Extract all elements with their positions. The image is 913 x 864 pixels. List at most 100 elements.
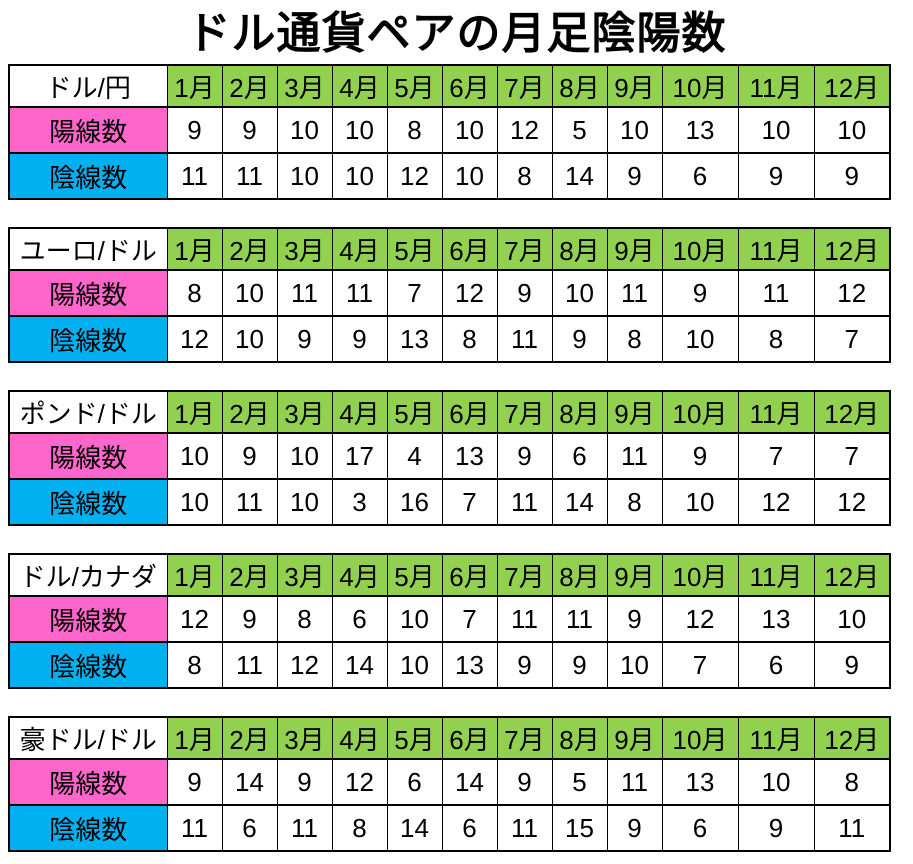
pair-table-usd-cad: ドル/カナダ 1月 2月 3月 4月 5月 6月 7月 8月 9月 10月 11月 12月 陽線数 12 9 8… — [8, 553, 891, 689]
count-cell: 8 — [166, 641, 223, 689]
count-cell: 10 — [737, 758, 815, 806]
count-cell: 9 — [813, 641, 891, 689]
month-header-cell: 3月 — [276, 716, 333, 760]
month-header-cell: 5月 — [386, 64, 443, 108]
bearish-count-row: 陰線数 11 6 11 8 14 6 11 15 9 6 9 11 — [8, 804, 891, 852]
count-cell: 11 — [166, 152, 223, 200]
count-cell: 11 — [331, 269, 388, 317]
bullish-count-row: 陽線数 10 9 10 17 4 13 9 6 11 9 7 7 — [8, 432, 891, 480]
month-header-cell: 11月 — [737, 227, 815, 271]
month-header-cell: 7月 — [496, 553, 553, 597]
month-header-cell: 8月 — [551, 227, 608, 271]
bearish-row-label: 陰線数 — [8, 315, 168, 363]
count-cell: 8 — [606, 478, 663, 526]
count-cell: 7 — [386, 269, 443, 317]
count-cell: 11 — [221, 478, 278, 526]
month-header-cell: 11月 — [737, 64, 815, 108]
count-cell: 6 — [661, 152, 739, 200]
count-cell: 10 — [331, 152, 388, 200]
month-header-cell: 9月 — [606, 227, 663, 271]
bearish-row-label: 陰線数 — [8, 478, 168, 526]
pair-name-cell: ユーロ/ドル — [8, 227, 168, 271]
count-cell: 6 — [737, 641, 815, 689]
count-cell: 6 — [331, 595, 388, 643]
count-cell: 12 — [813, 478, 891, 526]
bullish-count-row: 陽線数 9 9 10 10 8 10 12 5 10 13 10 10 — [8, 106, 891, 154]
count-cell: 9 — [221, 106, 278, 154]
count-cell: 9 — [331, 315, 388, 363]
count-cell: 9 — [737, 152, 815, 200]
month-header-cell: 11月 — [737, 553, 815, 597]
count-cell: 11 — [221, 152, 278, 200]
month-header-cell: 9月 — [606, 64, 663, 108]
count-cell: 7 — [813, 432, 891, 480]
month-header-cell: 1月 — [166, 64, 223, 108]
count-cell: 10 — [166, 478, 223, 526]
month-header-cell: 4月 — [331, 553, 388, 597]
count-cell: 11 — [496, 315, 553, 363]
count-cell: 12 — [386, 152, 443, 200]
month-header-cell: 11月 — [737, 716, 815, 760]
month-header-row: ユーロ/ドル 1月 2月 3月 4月 5月 6月 7月 8月 9月 10月 11月 12月 — [8, 227, 891, 271]
bullish-row-label: 陽線数 — [8, 269, 168, 317]
count-cell: 10 — [661, 315, 739, 363]
count-cell: 9 — [661, 269, 739, 317]
count-cell: 9 — [606, 152, 663, 200]
month-header-cell: 10月 — [661, 716, 739, 760]
count-cell: 9 — [166, 106, 223, 154]
page-title: ドル通貨ペアの月足陰陽数 — [186, 9, 727, 58]
month-header-cell: 2月 — [221, 390, 278, 434]
bullish-count-row: 陽線数 9 14 9 12 6 14 9 5 11 13 10 8 — [8, 758, 891, 806]
count-cell: 12 — [813, 269, 891, 317]
count-cell: 11 — [606, 432, 663, 480]
bearish-row-label: 陰線数 — [8, 152, 168, 200]
month-header-cell: 12月 — [813, 390, 891, 434]
count-cell: 12 — [441, 269, 498, 317]
count-cell: 8 — [441, 315, 498, 363]
month-header-cell: 3月 — [276, 227, 333, 271]
month-header-cell: 1月 — [166, 227, 223, 271]
month-header-cell: 5月 — [386, 716, 443, 760]
bearish-row-label: 陰線数 — [8, 641, 168, 689]
count-cell: 10 — [276, 432, 333, 480]
count-cell: 8 — [813, 758, 891, 806]
bearish-count-row: 陰線数 10 11 10 3 16 7 11 14 8 10 12 12 — [8, 478, 891, 526]
count-cell: 9 — [166, 758, 223, 806]
count-cell: 10 — [737, 106, 815, 154]
count-cell: 5 — [551, 758, 608, 806]
count-cell: 10 — [441, 106, 498, 154]
count-cell: 14 — [331, 641, 388, 689]
month-header-cell: 10月 — [661, 390, 739, 434]
count-cell: 7 — [441, 595, 498, 643]
pair-table-gbp-usd: ポンド/ドル 1月 2月 3月 4月 5月 6月 7月 8月 9月 10月 11月 12月 陽線数 10 9 1… — [8, 390, 891, 526]
count-cell: 17 — [331, 432, 388, 480]
month-header-cell: 2月 — [221, 716, 278, 760]
count-cell: 6 — [221, 804, 278, 852]
month-header-cell: 7月 — [496, 716, 553, 760]
month-header-cell: 8月 — [551, 553, 608, 597]
count-cell: 10 — [606, 106, 663, 154]
count-cell: 12 — [166, 595, 223, 643]
count-cell: 6 — [551, 432, 608, 480]
month-header-cell: 4月 — [331, 716, 388, 760]
month-header-cell: 4月 — [331, 390, 388, 434]
count-cell: 9 — [276, 315, 333, 363]
count-cell: 13 — [441, 432, 498, 480]
count-cell: 16 — [386, 478, 443, 526]
pair-name-cell: ドル/円 — [8, 64, 168, 108]
count-cell: 10 — [276, 478, 333, 526]
month-header-cell: 6月 — [441, 227, 498, 271]
month-header-cell: 12月 — [813, 553, 891, 597]
count-cell: 6 — [441, 804, 498, 852]
pair-table-aud-usd: 豪ドル/ドル 1月 2月 3月 4月 5月 6月 7月 8月 9月 10月 11月 12月 陽線数 9 14 9… — [8, 716, 891, 852]
month-header-cell: 10月 — [661, 553, 739, 597]
count-cell: 9 — [551, 641, 608, 689]
count-cell: 9 — [813, 152, 891, 200]
count-cell: 13 — [386, 315, 443, 363]
count-cell: 10 — [606, 641, 663, 689]
count-cell: 6 — [386, 758, 443, 806]
month-header-cell: 4月 — [331, 64, 388, 108]
count-cell: 12 — [276, 641, 333, 689]
count-cell: 12 — [737, 478, 815, 526]
